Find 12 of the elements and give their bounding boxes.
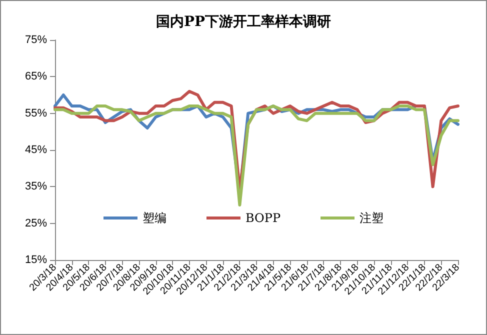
line-series (54, 104, 460, 206)
chart-title: 国内PP下游开工率样本调研 (156, 13, 332, 30)
legend-label: 塑编 (142, 211, 166, 225)
y-tick-label: 35% (24, 180, 48, 193)
legend-label: BOPP (245, 211, 281, 225)
legend-label: 注塑 (360, 211, 384, 225)
y-tick-label: 15% (24, 254, 48, 266)
y-tick-label: 45% (24, 144, 48, 156)
y-tick-label: 25% (24, 217, 48, 230)
y-tick-label: 55% (24, 107, 48, 120)
y-tick-label: 65% (24, 70, 48, 83)
y-tick-label: 75% (24, 34, 48, 46)
